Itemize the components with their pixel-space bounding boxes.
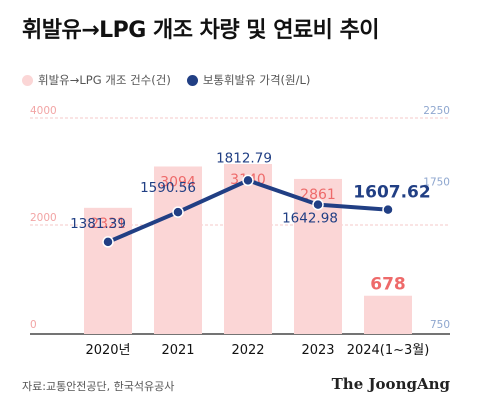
legend-swatch-line — [186, 74, 198, 86]
y-left-tick-label: 0 — [30, 319, 37, 331]
y-right-tick-label: 1750 — [423, 176, 450, 188]
y-right-tick-label: 750 — [430, 319, 450, 331]
bar-value-label: 2321 — [90, 216, 126, 232]
x-tick-label: 2022 — [231, 343, 264, 358]
line-point — [242, 174, 254, 187]
legend-item-line: 보통휘발유 가격(원/L) — [186, 72, 311, 88]
x-tick-label: 2020년 — [85, 343, 130, 358]
line-value-label: 1642.98 — [282, 211, 338, 227]
bar-value-label: 2861 — [300, 187, 336, 203]
bar — [364, 295, 412, 334]
y-right-tick-label: 2250 — [423, 105, 450, 117]
line-point — [172, 206, 184, 218]
legend-item-bars: 휘발유→LPG 개조 건수(건) — [22, 72, 171, 88]
line-value-label: 1607.62 — [353, 183, 430, 203]
x-tick-label: 2024(1~3월) — [347, 343, 430, 358]
line-value-label: 1812.79 — [216, 150, 272, 166]
y-left-tick-label: 2000 — [30, 212, 57, 224]
line-point — [102, 236, 114, 248]
brand-logo-text: The JoongAng — [331, 375, 450, 393]
line-point — [382, 203, 394, 216]
bar — [154, 166, 202, 334]
bar — [84, 207, 132, 334]
legend-label-line: 보통휘발유 가격(원/L) — [202, 73, 311, 87]
bar — [224, 164, 272, 334]
y-left-tick-label: 4000 — [30, 105, 57, 117]
source-note: 자료:교통안전공단, 한국석유공사 — [22, 380, 175, 393]
x-tick-label: 2023 — [301, 343, 334, 358]
x-tick-label: 2021 — [161, 343, 194, 358]
legend: 휘발유→LPG 개조 건수(건) 보통휘발유 가격(원/L) — [22, 72, 326, 88]
bar-value-label: 678 — [370, 275, 406, 295]
line-point — [312, 198, 324, 211]
line-value-label: 1381.39 — [70, 216, 126, 232]
legend-label-bars: 휘발유→LPG 개조 건수(건) — [38, 73, 171, 87]
line-value-label: 1590.56 — [140, 180, 196, 196]
legend-swatch-bars — [22, 74, 33, 86]
bar-value-label: 3094 — [160, 174, 196, 190]
chart-title: 휘발유→LPG 개조 차량 및 연료비 추이 — [22, 18, 380, 43]
